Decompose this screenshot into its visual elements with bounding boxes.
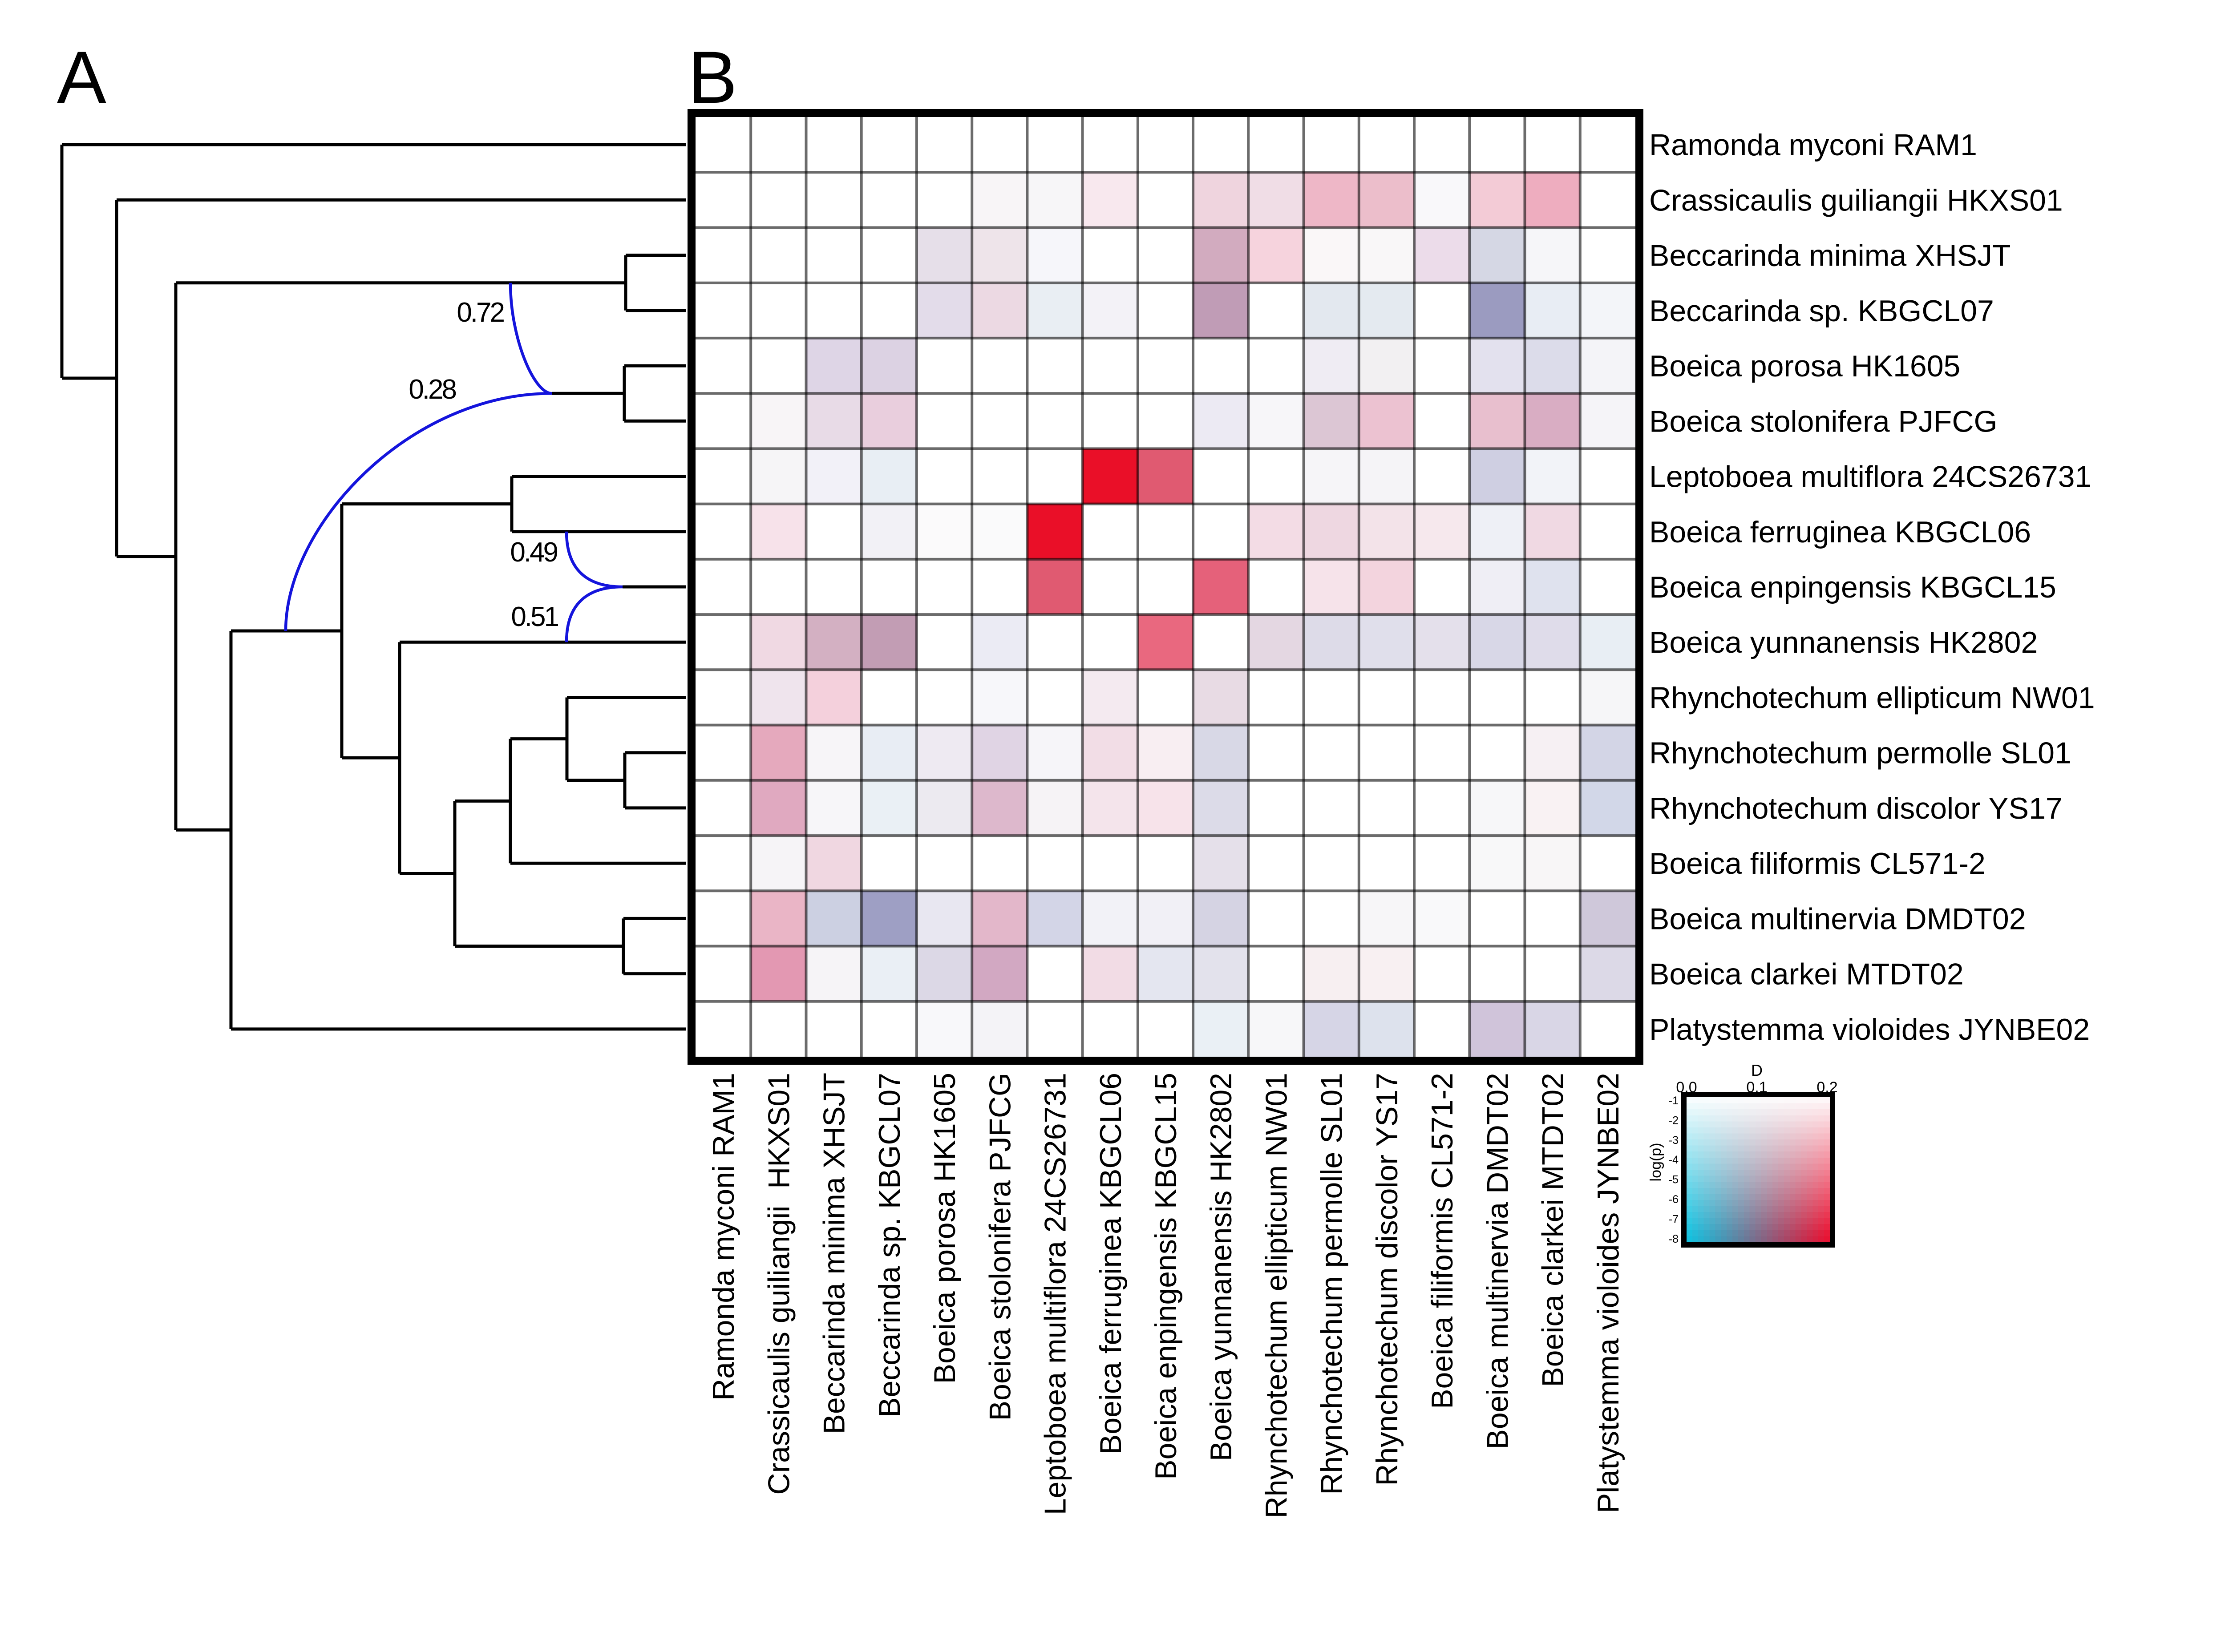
- svg-text:Boeica ferruginea KBGCL06: Boeica ferruginea KBGCL06: [1649, 515, 2031, 549]
- svg-text:Boeica stolonifera PJFCG: Boeica stolonifera PJFCG: [1649, 404, 1997, 438]
- svg-text:Boeica enpingensis KBGCL15: Boeica enpingensis KBGCL15: [1649, 570, 2056, 604]
- svg-text:0.2: 0.2: [1816, 1079, 1837, 1096]
- svg-text:Boeica multinervia DMDT02: Boeica multinervia DMDT02: [1649, 902, 2026, 936]
- svg-text:Rhynchotechum permolle SL01: Rhynchotechum permolle SL01: [1315, 1073, 1349, 1495]
- svg-text:Crassicaulis guiliangii HKXS0: Crassicaulis guiliangii HKXS01: [762, 1073, 796, 1495]
- svg-text:A: A: [57, 36, 106, 119]
- svg-text:log(p): log(p): [1647, 1143, 1664, 1182]
- svg-text:Boeica yunnanensis HK2802: Boeica yunnanensis HK2802: [1204, 1073, 1238, 1461]
- svg-text:0.0: 0.0: [1676, 1079, 1697, 1096]
- svg-text:Boeica porosa HK1605: Boeica porosa HK1605: [1649, 349, 1960, 383]
- svg-text:B: B: [688, 36, 737, 119]
- svg-text:Boeica clarkei MTDT02: Boeica clarkei MTDT02: [1649, 957, 1964, 991]
- svg-text:Boeica yunnanensis HK2802: Boeica yunnanensis HK2802: [1649, 626, 2038, 659]
- svg-text:Boeica multinervia DMDT02: Boeica multinervia DMDT02: [1481, 1073, 1514, 1450]
- svg-text:Boeica porosa HK1605: Boeica porosa HK1605: [928, 1073, 962, 1384]
- svg-text:Boeica enpingensis KBGCL15: Boeica enpingensis KBGCL15: [1149, 1073, 1183, 1480]
- svg-text:Rhynchotechum discolor YS17: Rhynchotechum discolor YS17: [1370, 1073, 1404, 1486]
- svg-text:Platystemma violoides JYNBE02: Platystemma violoides JYNBE02: [1649, 1013, 2090, 1046]
- svg-text:0.51: 0.51: [511, 602, 558, 632]
- svg-text:-7: -7: [1669, 1213, 1679, 1225]
- svg-text:-3: -3: [1669, 1134, 1679, 1147]
- svg-text:Leptoboea multiflora 24CS26731: Leptoboea multiflora 24CS26731: [1039, 1073, 1072, 1515]
- svg-text:0.49: 0.49: [510, 537, 557, 568]
- svg-text:Rhynchotechum ellipticum NW01: Rhynchotechum ellipticum NW01: [1260, 1073, 1294, 1519]
- svg-text:-8: -8: [1669, 1233, 1679, 1245]
- svg-text:Beccarinda minima XHSJT: Beccarinda minima XHSJT: [817, 1073, 851, 1434]
- svg-text:Boeica stolonifera PJFCG: Boeica stolonifera PJFCG: [983, 1073, 1017, 1421]
- svg-text:Ramonda myconi RAM1: Ramonda myconi RAM1: [707, 1073, 740, 1401]
- svg-text:Platystemma violoides JYNBE02: Platystemma violoides JYNBE02: [1591, 1073, 1625, 1513]
- svg-text:Boeica clarkei MTDT02: Boeica clarkei MTDT02: [1536, 1073, 1570, 1387]
- svg-text:0.1: 0.1: [1746, 1079, 1767, 1096]
- svg-text:Boeica filiformis CL571-2: Boeica filiformis CL571-2: [1425, 1073, 1459, 1409]
- svg-text:-6: -6: [1669, 1193, 1679, 1206]
- svg-text:-4: -4: [1669, 1154, 1679, 1166]
- svg-text:Beccarinda sp. KBGCL07: Beccarinda sp. KBGCL07: [1649, 294, 1994, 328]
- svg-text:Rhynchotechum ellipticum NW01: Rhynchotechum ellipticum NW01: [1649, 681, 2095, 715]
- svg-text:Ramonda myconi RAM1: Ramonda myconi RAM1: [1649, 128, 1977, 162]
- svg-text:Crassicaulis guiliangii HKXS01: Crassicaulis guiliangii HKXS01: [1649, 183, 2063, 217]
- svg-text:-1: -1: [1669, 1095, 1679, 1107]
- svg-text:Boeica filiformis CL571-2: Boeica filiformis CL571-2: [1649, 847, 1986, 881]
- svg-text:Beccarinda minima XHSJT: Beccarinda minima XHSJT: [1649, 239, 2011, 273]
- svg-text:Boeica ferruginea KBGCL06: Boeica ferruginea KBGCL06: [1094, 1073, 1128, 1454]
- svg-text:0.28: 0.28: [409, 374, 456, 405]
- svg-text:Leptoboea multiflora 24CS26731: Leptoboea multiflora 24CS26731: [1649, 460, 2092, 494]
- svg-text:Rhynchotechum permolle SL01: Rhynchotechum permolle SL01: [1649, 736, 2071, 770]
- svg-text:D: D: [1751, 1061, 1763, 1079]
- svg-text:Rhynchotechum discolor YS17: Rhynchotechum discolor YS17: [1649, 792, 2063, 825]
- svg-text:-5: -5: [1669, 1174, 1679, 1186]
- svg-text:-2: -2: [1669, 1114, 1679, 1127]
- svg-text:Beccarinda sp. KBGCL07: Beccarinda sp. KBGCL07: [873, 1073, 906, 1418]
- svg-text:0.72: 0.72: [457, 297, 504, 328]
